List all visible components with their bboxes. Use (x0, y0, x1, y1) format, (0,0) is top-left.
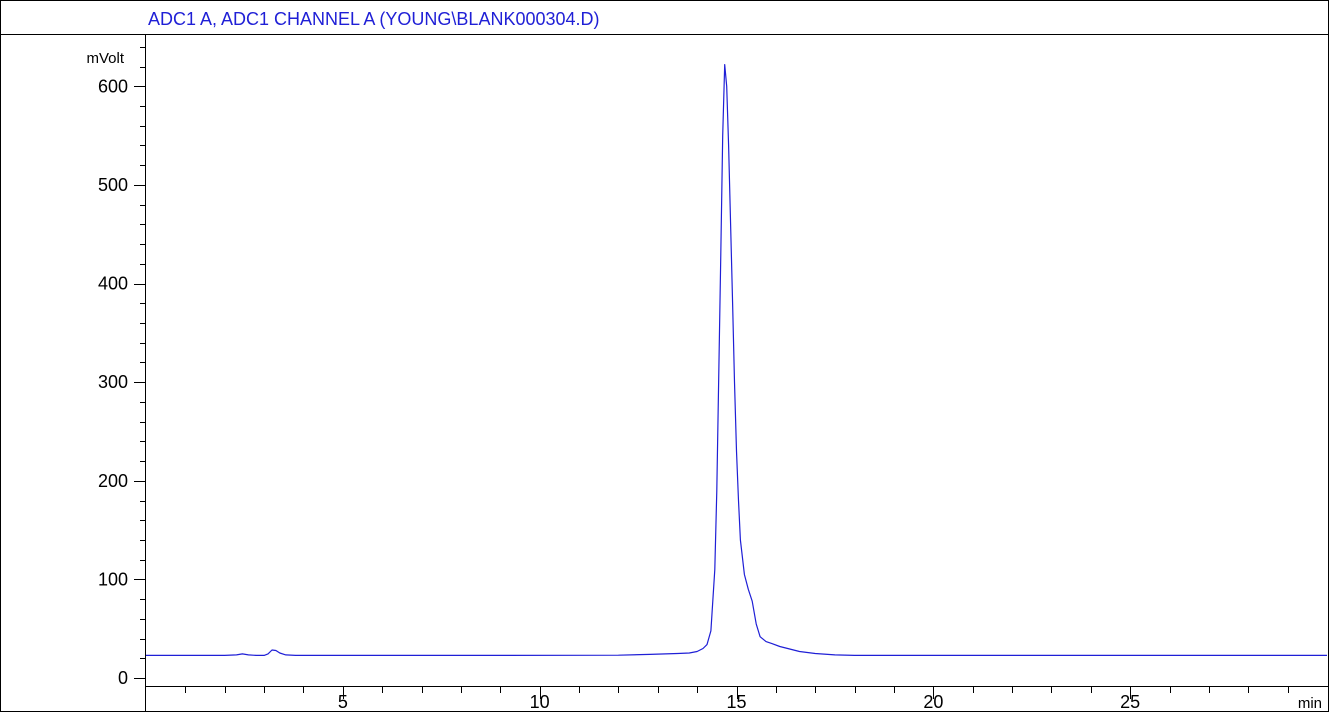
trace-layer (146, 63, 1327, 657)
y-tick-label: 400 (98, 274, 128, 294)
y-tick-label: 0 (118, 668, 128, 688)
x-tick-label: 10 (530, 692, 550, 712)
axis-ticks (134, 47, 1289, 699)
y-axis-label: mVolt (86, 50, 124, 67)
x-tick-label: 5 (338, 692, 348, 712)
y-tick-label: 600 (98, 76, 128, 96)
chart-title: ADC1 A, ADC1 CHANNEL A (YOUNG\BLANK00030… (148, 9, 600, 29)
y-tick-label: 100 (98, 569, 128, 589)
series-line-0 (146, 63, 1327, 657)
x-tick-label: 15 (726, 692, 746, 712)
x-tick-label: 25 (1120, 692, 1140, 712)
y-tick-label: 500 (98, 175, 128, 195)
y-tick-label: 300 (98, 372, 128, 392)
y-tick-label: 200 (98, 471, 128, 491)
x-tick-label: 20 (923, 692, 943, 712)
tick-labels: 0 100 200 300 400 500 600 5 10 15 20 25 (98, 76, 1140, 712)
x-axis-label: min (1298, 695, 1322, 712)
